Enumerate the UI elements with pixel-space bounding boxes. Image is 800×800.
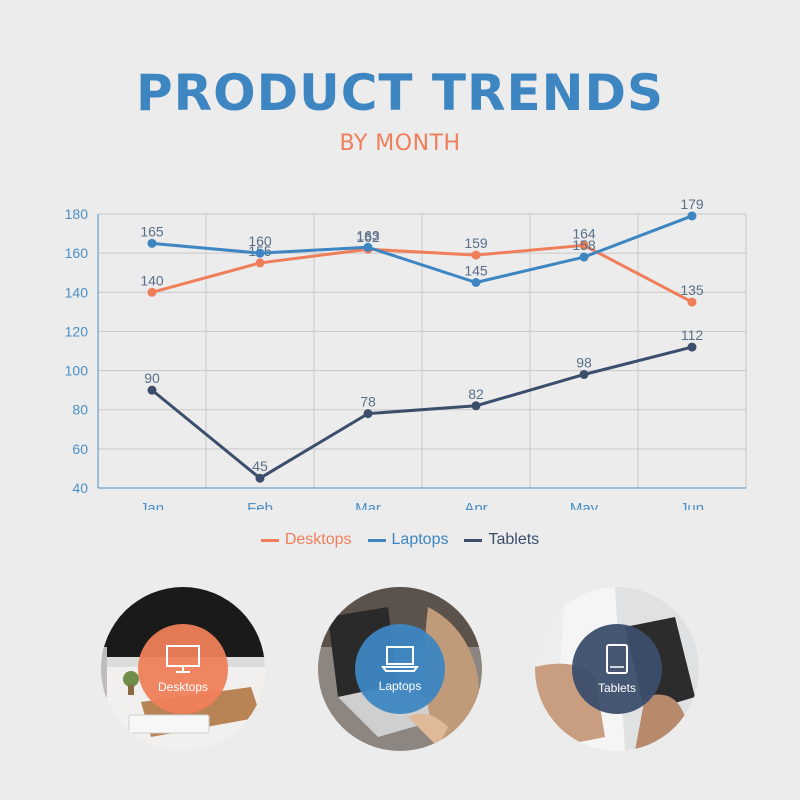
tablets-badge[interactable]: Tablets xyxy=(572,624,662,714)
data-label-laptops: 158 xyxy=(572,237,596,253)
data-point-laptops xyxy=(471,278,481,287)
desktops-photo: Desktops xyxy=(101,587,265,751)
tablets-badge-label: Tablets xyxy=(597,681,637,695)
data-label-desktops: 159 xyxy=(464,235,488,251)
data-label-laptops: 163 xyxy=(356,227,380,243)
data-label-desktops: 164 xyxy=(572,225,596,241)
legend-item-laptops[interactable]: Laptops xyxy=(367,531,449,549)
page-subtitle: BY MONTH xyxy=(339,131,461,156)
legend-swatch-tablets xyxy=(464,538,483,542)
data-point-laptops xyxy=(363,242,373,252)
data-label-tablets: 98 xyxy=(576,354,592,370)
data-label-tablets: 82 xyxy=(468,386,484,402)
data-label-tablets: 78 xyxy=(360,394,376,410)
laptop-icon xyxy=(381,646,419,672)
data-label-desktops: 135 xyxy=(680,282,704,298)
data-point-desktops xyxy=(255,258,265,268)
series-line-laptops xyxy=(151,214,693,284)
legend-item-tablets[interactable]: Tablets xyxy=(464,531,539,549)
data-point-tablets xyxy=(147,385,157,395)
page-title: PRODUCT TRENDS xyxy=(135,64,665,122)
legend-label-laptops: Laptops xyxy=(391,531,449,548)
tablets-photo: Tablets xyxy=(535,587,699,751)
y-tick-label: 100 xyxy=(65,363,89,379)
y-tick-label: 160 xyxy=(65,245,89,261)
desktops-badge-label: Desktops xyxy=(157,680,209,694)
data-point-tablets xyxy=(255,473,265,483)
data-label-laptops: 179 xyxy=(680,196,704,212)
y-tick-label: 120 xyxy=(65,323,89,339)
x-tick-label: Feb xyxy=(247,500,273,510)
y-tick-label: 40 xyxy=(72,480,88,496)
y-tick-label: 180 xyxy=(65,206,89,222)
laptops-badge-label: Laptops xyxy=(378,679,422,693)
laptops-badge[interactable]: Laptops xyxy=(355,624,445,714)
data-label-laptops: 145 xyxy=(464,263,488,279)
laptops-photo: Laptops xyxy=(318,587,482,751)
x-tick-label: Jan xyxy=(140,500,164,510)
x-tick-label: Apr xyxy=(464,500,487,510)
data-point-laptops xyxy=(147,238,157,248)
legend-label-tablets: Tablets xyxy=(488,531,540,548)
y-tick-label: 60 xyxy=(72,441,88,457)
data-point-laptops xyxy=(687,211,697,221)
data-point-tablets xyxy=(471,401,481,411)
y-tick-label: 140 xyxy=(65,284,89,300)
data-label-tablets: 112 xyxy=(681,327,704,343)
legend-swatch-laptops xyxy=(367,538,386,542)
data-point-laptops xyxy=(255,248,265,258)
x-tick-label: May xyxy=(570,500,599,510)
x-tick-label: Mar xyxy=(355,500,381,510)
data-point-tablets xyxy=(579,369,589,379)
data-point-desktops xyxy=(579,240,589,250)
data-label-laptops: 160 xyxy=(248,233,272,249)
data-label-desktops: 162 xyxy=(356,229,380,245)
data-point-tablets xyxy=(363,409,373,419)
data-label-tablets: 45 xyxy=(252,458,268,474)
series-line-tablets xyxy=(151,345,693,480)
y-tick-label: 80 xyxy=(72,402,88,418)
data-label-desktops: 140 xyxy=(140,272,164,288)
legend-swatch-desktops xyxy=(260,538,279,542)
data-point-desktops xyxy=(147,287,157,297)
line-chart: 40 60 80 100 120 140 160 180 Jan Feb Mar Apr May Jun 1… xyxy=(65,196,747,510)
x-tick-label: Jun xyxy=(680,500,704,510)
data-label-tablets: 90 xyxy=(144,370,160,386)
legend-item-desktops[interactable]: Desktops xyxy=(260,531,352,549)
tablet-icon xyxy=(606,644,628,674)
desktops-badge[interactable]: Desktops xyxy=(138,624,228,714)
data-point-laptops xyxy=(579,252,589,262)
series-line-desktops xyxy=(151,243,693,304)
data-point-desktops xyxy=(687,297,697,307)
data-label-laptops: 165 xyxy=(140,223,164,239)
chart-legend: Desktops Laptops Tablets xyxy=(0,531,800,549)
desktop-monitor-icon xyxy=(166,645,200,673)
data-point-tablets xyxy=(687,342,697,352)
data-point-desktops xyxy=(471,250,481,260)
legend-label-desktops: Desktops xyxy=(284,531,352,548)
